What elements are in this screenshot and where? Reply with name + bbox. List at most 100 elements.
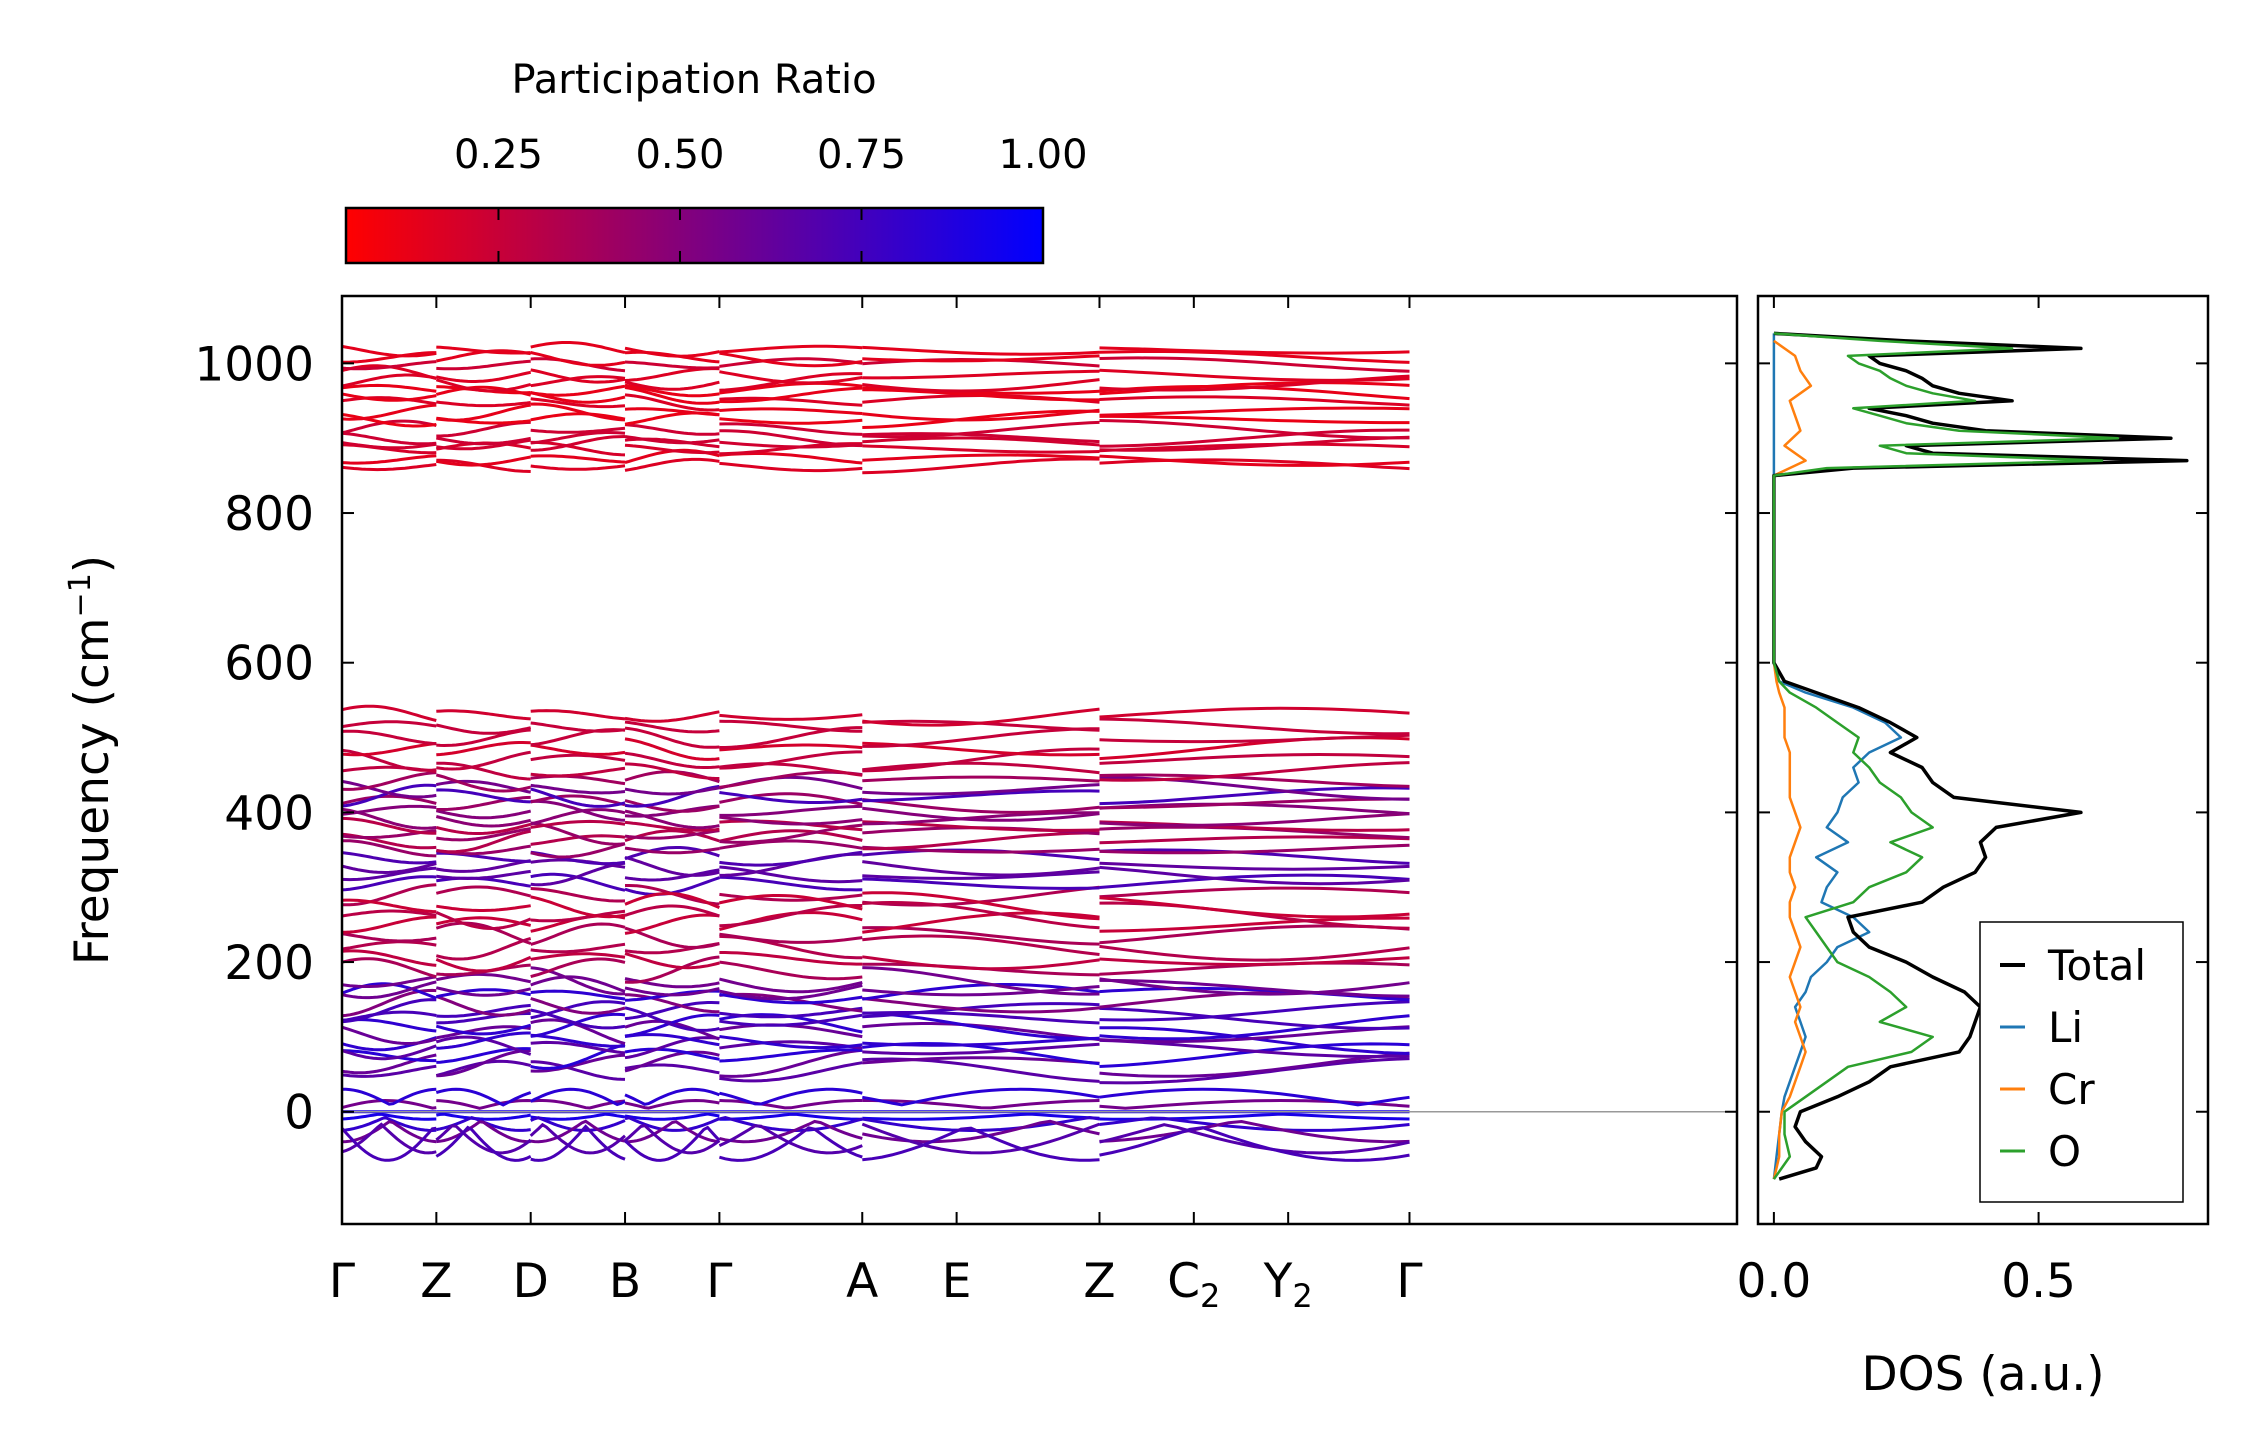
- colorbar: Participation Ratio 0.25 0.50 0.75 1.00: [344, 57, 1088, 265]
- phonon-band: [624, 855, 720, 877]
- dos-curve-o: [1772, 332, 2120, 1180]
- phonon-band: [1099, 865, 1410, 886]
- phonon-band: [624, 360, 720, 370]
- dos-x-tick-label: 0.5: [2001, 1254, 2076, 1309]
- kpoint-label: Z: [420, 1254, 452, 1309]
- phonon-band: [624, 457, 720, 472]
- phonon-band: [719, 372, 863, 392]
- phonon-band: [436, 370, 532, 383]
- phonon-band: [342, 396, 437, 406]
- phonon-band: [342, 1025, 437, 1045]
- phonon-band: [530, 1000, 626, 1020]
- phonon-band: [624, 868, 720, 882]
- phonon-band: [1099, 428, 1410, 448]
- phonon-band: [530, 1119, 626, 1144]
- phonon-band: [862, 798, 1100, 814]
- phonon-band: [342, 413, 437, 428]
- phonon-band: [530, 957, 626, 979]
- phonon-band: [1099, 1098, 1410, 1110]
- phonon-band: [862, 789, 1100, 803]
- phonon-band: [719, 719, 863, 733]
- phonon-band: [530, 1124, 626, 1162]
- phonon-band: [862, 877, 1100, 890]
- phonon-band: [530, 842, 626, 859]
- phonon-band: [862, 966, 1100, 996]
- phonon-band: [1099, 1126, 1410, 1162]
- phonon-band: [1099, 1051, 1410, 1078]
- phonon-band: [624, 952, 720, 970]
- phonon-band: [1099, 752, 1410, 765]
- phonon-band: [1099, 944, 1410, 962]
- phonon-band: [342, 1115, 437, 1133]
- band-structure-panel: 0 200 400 600 800 1000 Γ Z D B Γ A E Z C2 Y2 Γ Frequenc…: [63, 294, 1739, 1315]
- phonon-band: [719, 381, 863, 395]
- phonon-band: [862, 775, 1100, 783]
- phonon-band: [862, 408, 1100, 422]
- phonon-band: [719, 750, 863, 770]
- phonon-band: [1099, 977, 1410, 996]
- phonon-band: [342, 883, 437, 907]
- phonon-band: [624, 1120, 720, 1144]
- phonon-band: [530, 397, 626, 409]
- phonon-band: [862, 453, 1100, 462]
- phonon-band: [435, 1087, 532, 1107]
- dos-axis-ticks: 0.0 0.5: [1737, 296, 2076, 1309]
- phonon-band: [342, 1049, 437, 1063]
- dos-axis-label: DOS (a.u.): [1861, 1347, 2104, 1402]
- phonon-band: [342, 383, 437, 393]
- phonon-band: [1099, 1116, 1410, 1132]
- phonon-band: [624, 710, 720, 723]
- phonon-band: [342, 839, 437, 858]
- phonon-band: [624, 913, 720, 935]
- phonon-band: [435, 955, 532, 973]
- phonon-band: [530, 909, 626, 923]
- phonon-band: [862, 911, 1100, 934]
- phonon-band: [436, 904, 531, 912]
- phonon-band: [530, 721, 626, 733]
- phonon-band: [342, 998, 437, 1024]
- phonon-band: [435, 921, 532, 945]
- phonon-band: [862, 860, 1100, 877]
- phonon-band: [530, 464, 626, 471]
- phonon-band: [436, 1120, 531, 1144]
- phonon-band: [624, 1116, 720, 1132]
- phonon-band: [719, 960, 863, 981]
- phonon-band: [624, 891, 720, 909]
- phonon-band: [342, 360, 437, 371]
- phonon-band: [530, 975, 626, 993]
- phonon-band: [1099, 406, 1410, 417]
- phonon-band: [342, 915, 437, 934]
- phonon-band: [436, 400, 531, 408]
- phonon-band: [624, 1013, 720, 1038]
- dos-curve-cr: [1772, 339, 1813, 1180]
- phonon-band: [624, 1087, 720, 1106]
- phonon-band: [342, 980, 437, 1000]
- phonon-band: [342, 898, 437, 914]
- phonon-band: [530, 895, 626, 919]
- phonon-band: [719, 1035, 863, 1050]
- phonon-band: [436, 859, 531, 873]
- phonon-band: [436, 876, 531, 888]
- phonon-band: [1099, 861, 1410, 871]
- phonon-band: [1099, 1014, 1410, 1041]
- phonon-band: [530, 1060, 626, 1081]
- phonon-band: [862, 378, 1100, 393]
- phonon-band: [862, 1036, 1100, 1047]
- phonon-band: [342, 1010, 437, 1023]
- phonon-band: [624, 804, 720, 818]
- phonon-band: [719, 370, 863, 385]
- phonon-band: [862, 761, 1100, 775]
- phonon-band: [342, 909, 437, 918]
- phonon-band: [719, 713, 863, 721]
- phonon-band: [862, 727, 1100, 748]
- phonon-band: [1099, 761, 1410, 782]
- phonon-band: [862, 1056, 1100, 1065]
- phonon-band: [342, 1112, 437, 1121]
- phonon-band: [624, 846, 720, 855]
- phonon-band: [862, 985, 1100, 997]
- phonon-band: [1099, 802, 1410, 816]
- phonon-band: [436, 795, 531, 811]
- phonon-band: [862, 707, 1100, 727]
- phonon-band: [624, 955, 720, 984]
